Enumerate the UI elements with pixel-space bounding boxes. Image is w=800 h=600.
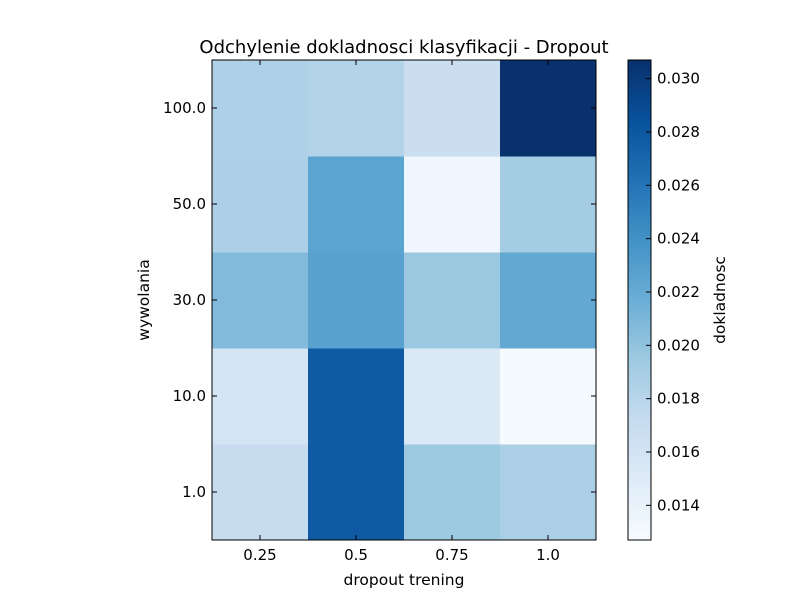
colorbar-tick-label: 0.024 — [657, 230, 700, 248]
colorbar-tick-label: 0.018 — [657, 390, 700, 408]
heatmap-cell — [404, 444, 501, 541]
x-tick-label: 0.75 — [435, 546, 468, 564]
heatmap-cell — [500, 348, 597, 445]
x-tick-label: 1.0 — [536, 546, 560, 564]
y-tick-label: 50.0 — [173, 195, 206, 213]
y-tick-label: 30.0 — [173, 291, 206, 309]
heatmap-cell — [308, 444, 405, 541]
colorbar-tick-label: 0.020 — [657, 336, 700, 354]
heatmap-cell — [308, 252, 405, 349]
colorbar-tick-label: 0.014 — [657, 496, 700, 514]
y-tick-label: 100.0 — [163, 99, 206, 117]
heatmap-cell — [212, 252, 309, 349]
colorbar-tick-label: 0.022 — [657, 283, 700, 301]
colorbar-tick-label: 0.030 — [657, 70, 700, 88]
heatmap-cell — [500, 252, 597, 349]
heatmap-cell — [308, 348, 405, 445]
heatmap-cells — [212, 60, 597, 541]
heatmap-cell — [212, 444, 309, 541]
colorbar — [627, 59, 652, 541]
heatmap-cell — [500, 60, 597, 157]
heatmap-cell — [404, 156, 501, 253]
heatmap-cell — [404, 60, 501, 157]
x-tick-label: 0.25 — [243, 546, 276, 564]
y-tick-label: 10.0 — [173, 387, 206, 405]
heatmap-cell — [212, 60, 309, 157]
heatmap-cell — [308, 156, 405, 253]
heatmap-cell — [308, 60, 405, 157]
colorbar-tick-label: 0.028 — [657, 123, 700, 141]
heatmap-cell — [500, 156, 597, 253]
x-tick-label: 0.5 — [344, 546, 368, 564]
heatmap-cell — [404, 348, 501, 445]
colorbar-tick-label: 0.016 — [657, 443, 700, 461]
heatmap-cell — [500, 444, 597, 541]
x-axis-label: dropout trening — [344, 571, 465, 589]
colorbar-ticks: 0.014 0.016 0.018 0.020 0.022 0.024 0.026 0.028… — [646, 70, 700, 514]
colorbar-label: dokladnosc — [711, 256, 729, 344]
colorbar-tick-label: 0.026 — [657, 176, 700, 194]
y-tick-label: 1.0 — [182, 483, 206, 501]
x-axis-ticks: 0.25 0.5 0.75 1.0 — [243, 60, 560, 564]
heatmap-cell — [212, 156, 309, 253]
heatmap-cell — [404, 252, 501, 349]
y-axis-ticks: 1.0 10.0 30.0 50.0 100.0 — [163, 99, 596, 501]
y-axis-label: wywolania — [135, 259, 153, 340]
chart-title: Odchylenie dokladnosci klasyfikacji - Dr… — [199, 37, 608, 58]
heatmap-cell — [212, 348, 309, 445]
